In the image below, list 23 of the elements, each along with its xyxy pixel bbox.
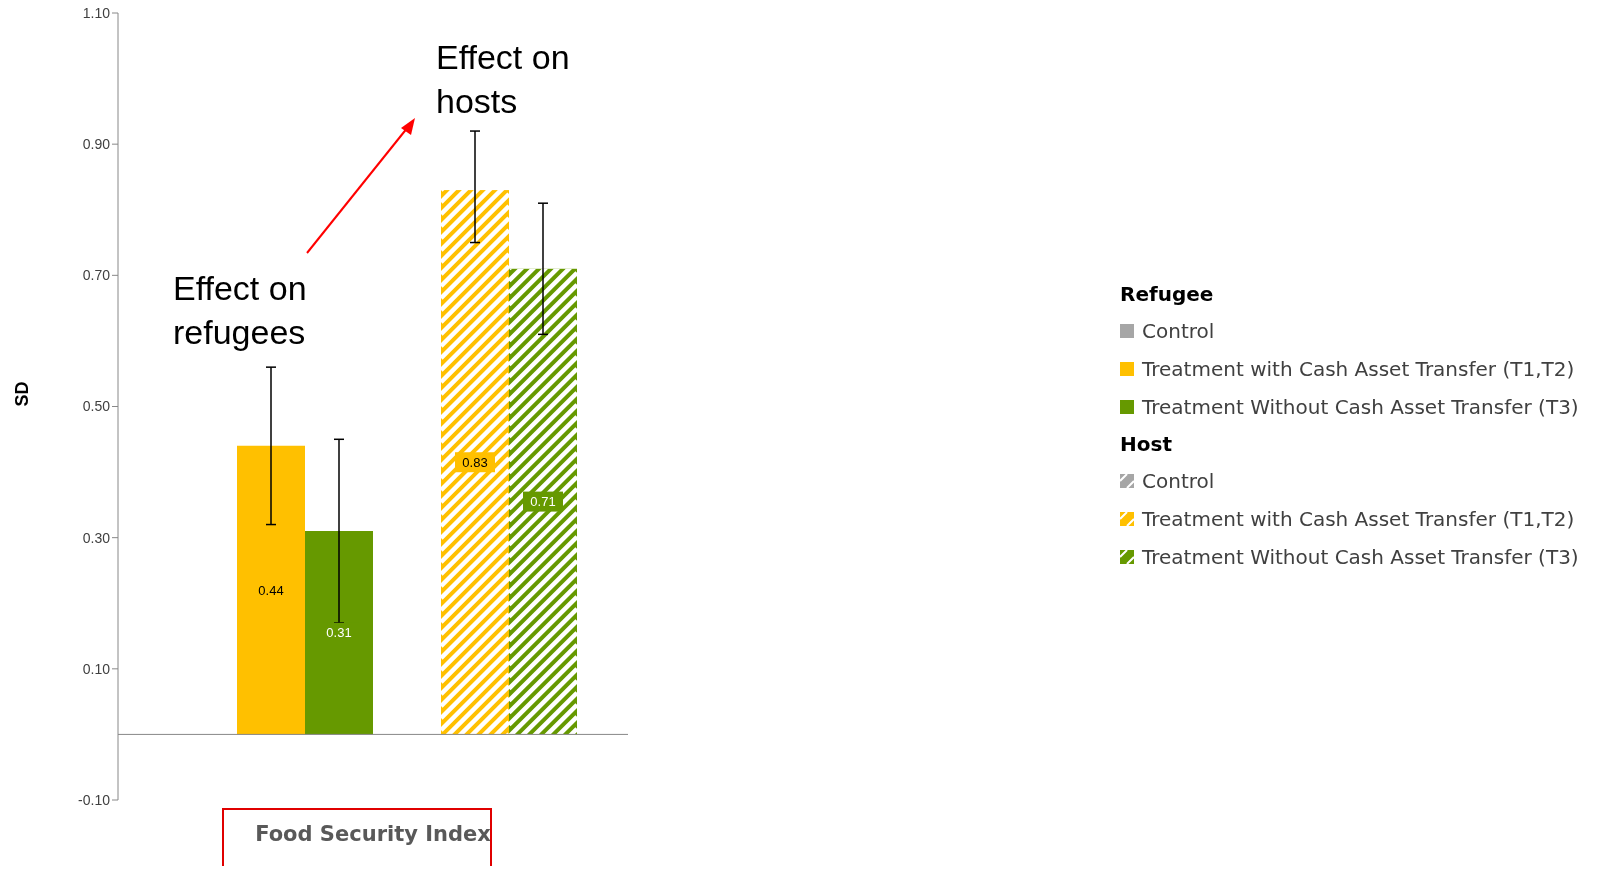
text: Host	[1120, 431, 1173, 458]
data-label: 0.44	[258, 582, 284, 598]
legend-label: Control	[1142, 319, 1215, 343]
y-axis-title: SD	[12, 381, 33, 407]
data-label: 0.31	[326, 625, 352, 641]
legend-label: Treatment with Cash Asset Transfer (T1,T2)	[1142, 507, 1575, 531]
legend-label: Treatment with Cash Asset Transfer (T1,T2)	[1142, 357, 1575, 381]
annotation: Effect on refugees	[173, 268, 308, 353]
annotation: Effect on hosts	[436, 37, 571, 122]
legend-label: Treatment Without Cash Asset Transfer (T3)	[1142, 545, 1579, 569]
y-tick-label: 1.10	[82, 4, 111, 21]
y-tick-label: 0.90	[82, 136, 111, 153]
y-tick-label: 0.70	[82, 267, 111, 284]
x-tick-label: Food Security Index	[255, 821, 492, 846]
legend-label: Control	[1142, 469, 1215, 493]
data-label: 0.83	[462, 454, 488, 470]
text: Refugee	[1120, 281, 1215, 308]
y-tick-label: 0.30	[82, 529, 111, 546]
y-tick-label: 0.50	[82, 398, 111, 415]
y-tick-label: -0.10	[78, 791, 111, 808]
y-tick-label: 0.10	[82, 660, 111, 677]
legend-label: Treatment Without Cash Asset Transfer (T3)	[1142, 395, 1579, 419]
data-label: 0.71	[530, 494, 556, 510]
